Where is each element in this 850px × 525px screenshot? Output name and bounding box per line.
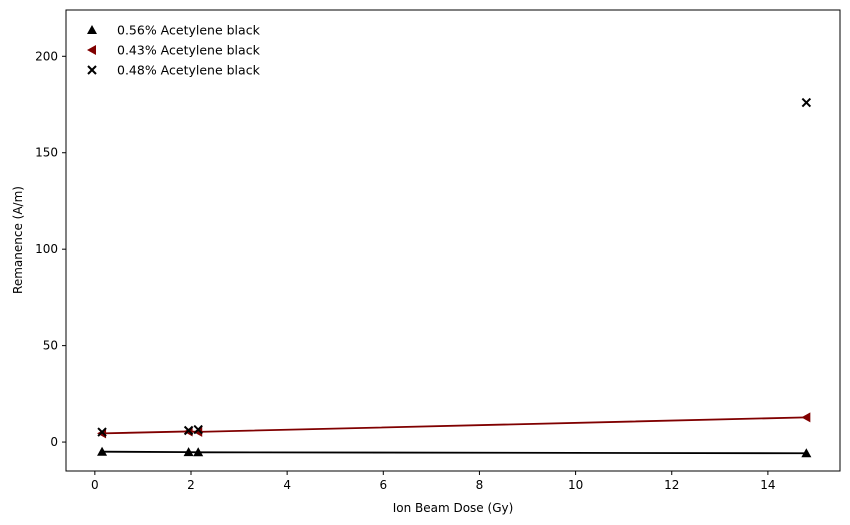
data-point [801, 448, 812, 458]
x-tick-label: 4 [283, 478, 291, 492]
series-3 [97, 97, 812, 437]
data-point [193, 447, 204, 457]
y-tick-label: 100 [35, 242, 58, 256]
x-tick-label: 12 [664, 478, 679, 492]
legend-item: 0.48% Acetylene black [87, 63, 261, 78]
x-tick-label: 8 [476, 478, 484, 492]
x-marker-stroke [87, 65, 97, 75]
y-tick-label: 50 [43, 339, 58, 353]
data-point [183, 447, 194, 457]
data-point [97, 446, 108, 456]
x-marker-stroke [97, 427, 107, 437]
series-line [102, 450, 807, 455]
legend-marker [87, 45, 96, 55]
legend-item: 0.43% Acetylene black [87, 43, 261, 58]
data-point [97, 427, 107, 437]
x-marker-stroke [801, 97, 812, 108]
plot-area [65, 9, 841, 472]
x-axis-label: Ion Beam Dose (Gy) [393, 501, 514, 515]
x-tick-label: 10 [568, 478, 583, 492]
x-tick-label: 2 [187, 478, 195, 492]
y-tick-label: 0 [50, 435, 58, 449]
y-tick-label: 150 [35, 146, 58, 160]
x-tick-label: 14 [760, 478, 775, 492]
series-line [102, 416, 807, 435]
x-marker-stroke [193, 424, 203, 435]
data-point [801, 97, 812, 108]
y-tick-label: 200 [35, 49, 58, 63]
y-axis: 0 50 100 150 200 [35, 49, 66, 449]
legend-marker [87, 25, 97, 34]
y-axis-label: Remanence (A/m) [11, 186, 25, 294]
series-layer [97, 97, 812, 458]
x-marker-stroke [183, 425, 194, 436]
data-point [183, 425, 194, 436]
x-tick-label: 0 [91, 478, 99, 492]
legend-item: 0.56% Acetylene black [87, 23, 261, 38]
data-point [801, 412, 811, 423]
x-axis: 0 2 4 6 8 10 12 14 [91, 471, 776, 492]
legend-marker [87, 65, 97, 75]
legend-label: 0.56% Acetylene black [117, 23, 261, 38]
data-point [193, 426, 203, 437]
data-point [193, 424, 203, 435]
legend-label: 0.43% Acetylene black [117, 43, 261, 58]
legend-label: 0.48% Acetylene black [117, 63, 261, 78]
legend: 0.56% Acetylene black 0.43% Acetylene bla… [87, 23, 261, 78]
series-1 [97, 446, 812, 458]
x-tick-label: 6 [379, 478, 387, 492]
